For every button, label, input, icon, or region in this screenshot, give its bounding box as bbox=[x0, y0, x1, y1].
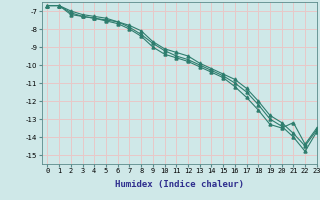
X-axis label: Humidex (Indice chaleur): Humidex (Indice chaleur) bbox=[115, 180, 244, 189]
